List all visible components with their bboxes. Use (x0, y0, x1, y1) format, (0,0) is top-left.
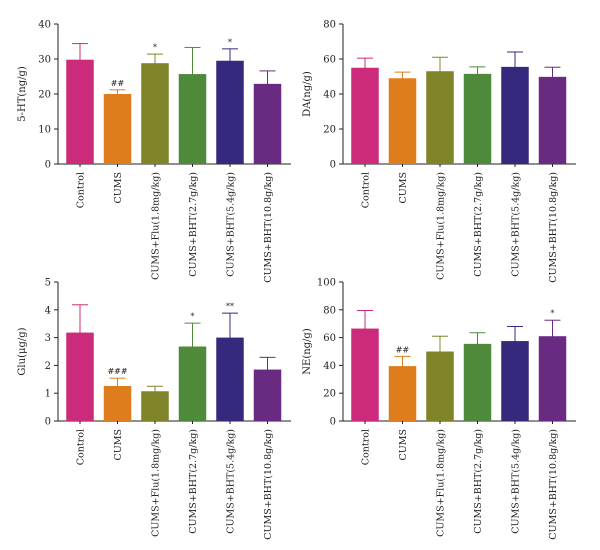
bar (66, 59, 94, 165)
bar (178, 74, 207, 164)
x-tick-label: CUMS+BHT(2.7g/kg) (188, 172, 199, 277)
bar (351, 67, 379, 164)
chart-glu: 0 1 2 3 4 5 Glu(μg/g) Control CUMS ### CUMS+Flu(1.… (17, 278, 291, 540)
y-tick-label: 60 (323, 55, 336, 66)
y-tick-label: 100 (317, 278, 336, 289)
bar (501, 66, 529, 164)
x-tick-label: CUMS+Flu(1.8mg/kg) (436, 172, 447, 280)
significance-label: ### (107, 367, 127, 376)
y-axis-label: Glu(μg/g) (17, 327, 28, 375)
bar (216, 60, 244, 164)
bar (141, 391, 169, 421)
y-tick-label: 0 (330, 417, 336, 428)
y-tick-label: 0 (45, 160, 51, 171)
x-tick-label: CUMS+BHT(2.7g/kg) (473, 172, 484, 277)
significance-label: * (153, 43, 157, 52)
x-tick-label: CUMS+BHT(5.4g/kg) (511, 429, 522, 534)
x-tick-label: CUMS+BHT(5.4g/kg) (226, 172, 237, 277)
y-axis-label: NE(ng/g) (302, 328, 313, 375)
bar (501, 341, 529, 421)
chart-ht5: 0 10 20 30 40 5-HT(ng/g) Control CUMS ## CUMS+Flu… (17, 20, 291, 283)
x-tick-label: CUMS+BHT(2.7g/kg) (188, 429, 199, 534)
x-tick-label: CUMS (113, 172, 124, 204)
bar (103, 385, 132, 421)
bar (388, 366, 417, 421)
x-tick-label: CUMS+Flu(1.8mg/kg) (436, 429, 447, 537)
bar (178, 346, 207, 421)
y-tick-label: 40 (323, 90, 336, 101)
x-tick-label: Control (361, 172, 372, 208)
y-tick-label: 1 (45, 389, 51, 400)
bar (216, 337, 244, 421)
y-tick-label: 20 (323, 389, 336, 400)
x-tick-label: CUMS (113, 429, 124, 461)
x-tick-label: CUMS+BHT(5.4g/kg) (226, 429, 237, 534)
significance-label: * (551, 309, 555, 318)
chart-ne: 0 20 40 60 80 100 NE(ng/g) Control CUMS ## CUMS+Fl… (302, 278, 576, 540)
bar (141, 63, 169, 165)
y-tick-label: 0 (45, 417, 51, 428)
chart-da: 0 20 40 60 80 DA(ng/g) Control CUMS CUMS+Flu(1.8… (302, 20, 576, 283)
y-axis-label: DA(ng/g) (302, 71, 313, 117)
y-tick-label: 0 (330, 160, 336, 171)
bar (426, 351, 454, 421)
y-tick-label: 5 (45, 278, 51, 289)
x-tick-label: Control (76, 172, 87, 208)
bar (388, 78, 417, 164)
bar (538, 336, 567, 421)
x-tick-label: CUMS+BHT(10.8g/kg) (263, 429, 274, 540)
bar (463, 73, 492, 164)
bar (253, 369, 282, 421)
x-tick-label: CUMS (398, 172, 409, 204)
significance-label: ** (226, 302, 234, 311)
y-tick-label: 2 (45, 361, 51, 372)
y-tick-label: 20 (323, 125, 336, 136)
significance-label: * (228, 38, 232, 47)
bar (253, 83, 282, 164)
x-tick-label: CUMS+BHT(5.4g/kg) (511, 172, 522, 277)
bar (66, 332, 94, 421)
bar (426, 71, 454, 164)
bar (538, 76, 567, 164)
y-tick-label: 40 (323, 361, 336, 372)
x-tick-label: CUMS+BHT(10.8g/kg) (548, 172, 559, 283)
y-tick-label: 4 (45, 305, 51, 316)
y-tick-label: 20 (38, 90, 51, 101)
bar (463, 343, 492, 421)
y-tick-label: 3 (45, 333, 51, 344)
y-tick-label: 10 (38, 125, 51, 136)
significance-label: ## (111, 79, 125, 88)
x-tick-label: CUMS+Flu(1.8mg/kg) (151, 172, 162, 280)
y-tick-label: 80 (323, 305, 336, 316)
x-tick-label: CUMS+Flu(1.8mg/kg) (151, 429, 162, 537)
x-tick-label: Control (76, 429, 87, 465)
x-tick-label: CUMS (398, 429, 409, 461)
significance-label: * (191, 312, 195, 321)
x-tick-label: CUMS+BHT(10.8g/kg) (548, 429, 559, 540)
y-tick-label: 30 (38, 55, 51, 66)
y-tick-label: 60 (323, 333, 336, 344)
x-tick-label: CUMS+BHT(10.8g/kg) (263, 172, 274, 283)
x-tick-label: CUMS+BHT(2.7g/kg) (473, 429, 484, 534)
significance-label: ## (396, 345, 410, 354)
bar (103, 94, 132, 164)
x-tick-label: Control (361, 429, 372, 465)
y-tick-label: 40 (38, 20, 51, 31)
y-axis-label: 5-HT(ng/g) (17, 66, 28, 122)
bar (351, 328, 379, 421)
y-tick-label: 80 (323, 20, 336, 31)
